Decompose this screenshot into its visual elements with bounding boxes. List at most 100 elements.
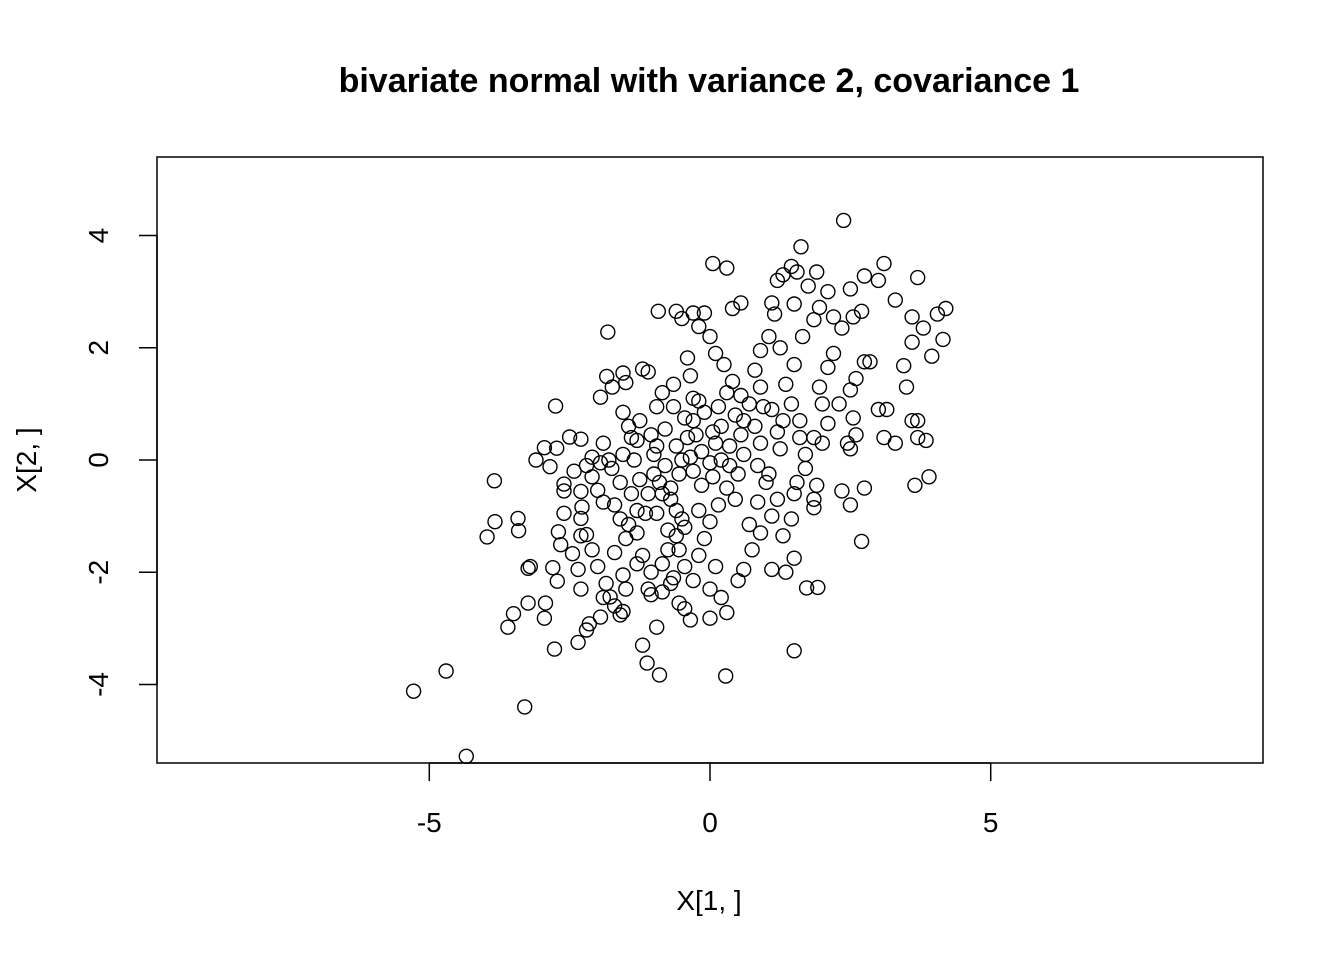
data-point xyxy=(685,463,701,479)
data-point xyxy=(835,212,852,229)
data-point xyxy=(702,328,718,345)
data-point xyxy=(727,491,743,507)
data-point xyxy=(606,598,623,614)
data-point xyxy=(671,466,687,482)
data-point xyxy=(806,500,822,516)
data-point xyxy=(629,502,645,519)
data-point xyxy=(458,748,474,764)
data-point xyxy=(820,415,836,432)
data-point xyxy=(682,368,699,384)
data-point xyxy=(573,528,589,544)
data-point xyxy=(702,610,718,626)
data-point xyxy=(783,258,800,275)
data-point xyxy=(721,438,738,454)
data-point xyxy=(910,429,926,446)
data-point xyxy=(573,581,589,597)
x-axis-label: X[1, ] xyxy=(676,885,741,916)
data-point xyxy=(578,526,595,543)
data-point xyxy=(520,595,536,611)
data-point xyxy=(691,547,707,564)
data-point xyxy=(797,446,814,463)
data-point xyxy=(643,564,659,580)
data-point xyxy=(612,607,628,623)
data-point xyxy=(649,619,665,635)
x-tick-label: -5 xyxy=(417,807,442,838)
data-point xyxy=(549,440,565,456)
data-point xyxy=(848,427,864,443)
data-point xyxy=(719,604,735,621)
data-point xyxy=(719,480,735,496)
data-point xyxy=(660,522,676,538)
data-point xyxy=(693,477,710,493)
data-point xyxy=(556,476,572,492)
data-point xyxy=(713,589,729,606)
y-tick-label: 2 xyxy=(83,340,114,356)
data-point xyxy=(566,463,582,479)
data-point xyxy=(769,491,786,507)
data-point xyxy=(845,309,861,325)
data-point xyxy=(783,511,800,527)
data-point xyxy=(537,595,554,611)
data-point xyxy=(536,610,553,626)
data-point xyxy=(505,606,522,622)
data-point xyxy=(657,421,673,437)
data-point xyxy=(718,668,734,684)
y-axis-label: X[2, ] xyxy=(11,427,42,492)
data-point xyxy=(634,637,651,653)
data-point xyxy=(772,441,788,457)
plot-frame xyxy=(156,156,1264,764)
data-point xyxy=(733,387,749,404)
data-point xyxy=(649,399,665,415)
data-point xyxy=(573,431,589,447)
data-point xyxy=(599,368,615,385)
data-point xyxy=(682,449,699,465)
x-axis: -5 0 5 xyxy=(417,762,998,838)
data-point xyxy=(811,379,828,395)
data-point xyxy=(604,379,620,395)
data-point xyxy=(778,564,794,580)
data-point xyxy=(845,410,861,426)
data-point xyxy=(820,359,836,376)
data-point xyxy=(595,494,611,510)
y-tick-label: -2 xyxy=(83,560,114,585)
data-point xyxy=(752,525,769,541)
x-tick-label: 0 xyxy=(702,807,718,838)
data-point xyxy=(702,581,718,597)
data-point xyxy=(679,429,696,446)
data-point xyxy=(710,399,727,415)
data-point xyxy=(510,523,527,539)
data-point xyxy=(736,413,752,429)
data-point xyxy=(727,407,743,423)
data-point xyxy=(671,595,687,611)
data-point xyxy=(705,469,721,485)
data-point xyxy=(775,413,791,429)
data-point xyxy=(677,519,693,535)
data-point xyxy=(792,429,808,446)
data-point xyxy=(918,432,934,449)
data-point xyxy=(561,429,578,445)
data-point xyxy=(674,511,690,527)
data-point xyxy=(907,477,923,493)
data-point xyxy=(929,306,946,322)
data-point xyxy=(615,446,631,463)
data-point xyxy=(879,401,895,418)
data-point xyxy=(834,483,850,499)
data-point xyxy=(733,427,749,443)
data-point xyxy=(654,584,670,600)
data-point xyxy=(629,556,645,572)
data-point xyxy=(573,510,589,527)
data-point xyxy=(792,413,808,429)
y-axis: -4 -2 0 2 4 xyxy=(83,228,158,697)
data-point xyxy=(825,345,842,362)
data-point xyxy=(487,514,503,530)
data-point xyxy=(620,516,637,533)
data-point xyxy=(853,533,870,550)
data-point xyxy=(904,334,920,350)
data-point xyxy=(707,558,724,575)
data-point xyxy=(685,572,701,589)
data-point xyxy=(786,643,802,659)
data-point xyxy=(719,260,735,276)
data-point xyxy=(696,404,713,420)
data-point xyxy=(663,480,679,496)
data-point xyxy=(793,239,809,255)
